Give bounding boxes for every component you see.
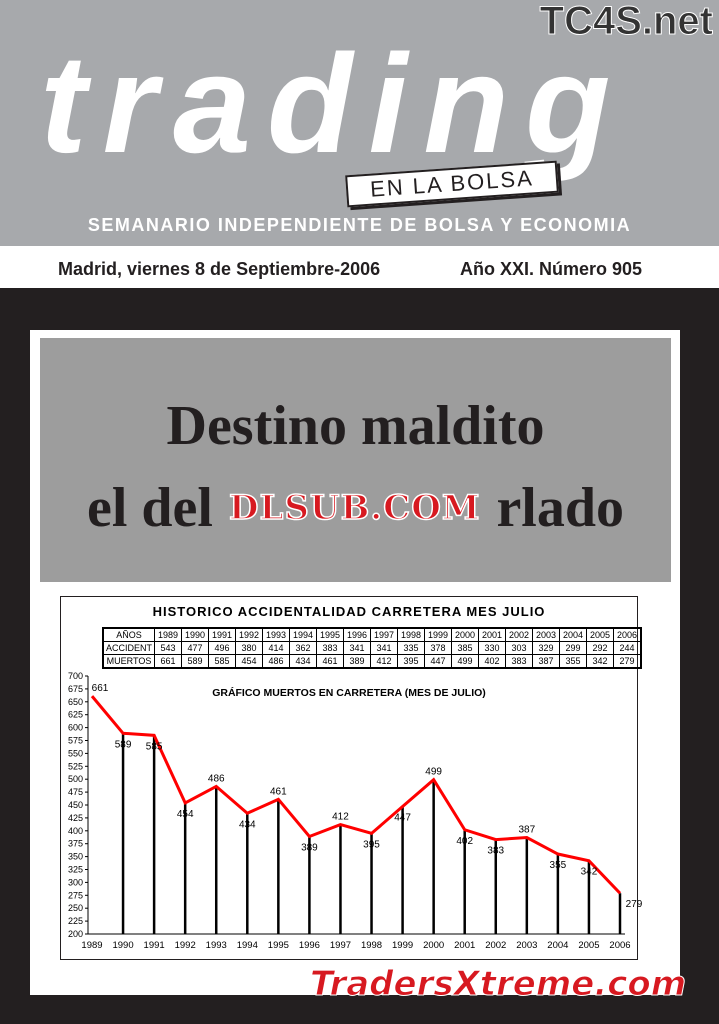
tagline: SEMANARIO INDEPENDIENTE DE BOLSA Y ECONO… bbox=[87, 215, 632, 235]
issue-strip bbox=[0, 246, 719, 288]
table-cell: 279 bbox=[613, 654, 642, 669]
data-label: 395 bbox=[363, 839, 380, 850]
table-cell: 380 bbox=[235, 641, 264, 655]
y-tick-label: 300 bbox=[68, 877, 83, 887]
x-tick-label: 1999 bbox=[392, 940, 413, 951]
y-tick-label: 675 bbox=[68, 684, 83, 694]
y-tick-label: 200 bbox=[68, 929, 83, 939]
x-tick-label: 1994 bbox=[237, 940, 258, 951]
data-label: 355 bbox=[550, 860, 567, 871]
issue-date: Madrid, viernes 8 de Septiembre-2006 bbox=[58, 259, 381, 279]
x-tick-label: 1995 bbox=[268, 940, 289, 951]
chart-frame bbox=[60, 596, 638, 960]
table-cell: 389 bbox=[343, 654, 372, 669]
watermark-top: TC4S.net bbox=[539, 0, 713, 43]
y-tick-label: 450 bbox=[68, 800, 83, 810]
headline-box bbox=[40, 338, 671, 582]
x-tick-label: 1993 bbox=[206, 940, 227, 951]
data-label: 412 bbox=[332, 812, 349, 823]
table-cell: 661 bbox=[154, 654, 183, 669]
y-tick-label: 250 bbox=[68, 903, 83, 913]
y-tick-label: 375 bbox=[68, 839, 83, 849]
y-tick-label: 650 bbox=[68, 697, 83, 707]
data-label: 447 bbox=[394, 813, 411, 824]
data-label: 342 bbox=[581, 867, 598, 878]
data-table: AÑOS 1989 1990 1991 1992 1993 1994 1995 1996 1997… bbox=[102, 627, 643, 669]
data-label: 499 bbox=[425, 767, 442, 778]
y-tick-label: 350 bbox=[68, 852, 83, 862]
data-label: 585 bbox=[146, 741, 163, 752]
chart-title: GRÁFICO MUERTOS EN CARRETERA (MES DE JUL… bbox=[212, 687, 486, 699]
y-tick-label: 225 bbox=[68, 916, 83, 926]
x-tick-label: 2003 bbox=[516, 940, 537, 951]
y-tick-label: 500 bbox=[68, 774, 83, 784]
y-tick-label: 325 bbox=[68, 865, 83, 875]
y-tick-label: 575 bbox=[68, 736, 83, 746]
x-tick-label: 1991 bbox=[144, 940, 165, 951]
x-tick-label: 1992 bbox=[175, 940, 196, 951]
table-cell: 244 bbox=[613, 641, 642, 655]
data-label: 486 bbox=[208, 773, 225, 784]
x-tick-label: 1990 bbox=[112, 940, 133, 951]
x-tick-label: 1989 bbox=[81, 940, 102, 951]
table-cell: 477 bbox=[181, 641, 210, 655]
y-tick-label: 600 bbox=[68, 723, 83, 733]
headline-line2: el del DLSUB.COM rlado bbox=[40, 476, 671, 540]
y-tick-label: 400 bbox=[68, 826, 83, 836]
table-title: HISTORICO ACCIDENTALIDAD CARRETERA MES J… bbox=[152, 604, 546, 619]
y-tick-label: 700 bbox=[68, 671, 83, 681]
x-tick-label: 1998 bbox=[361, 940, 382, 951]
y-tick-label: 550 bbox=[68, 748, 83, 758]
x-tick-label: 2001 bbox=[454, 940, 475, 951]
table-cell: 292 bbox=[586, 641, 615, 655]
data-label: 589 bbox=[115, 739, 132, 750]
y-tick-label: 525 bbox=[68, 761, 83, 771]
y-tick-label: 425 bbox=[68, 813, 83, 823]
footer-watermark: TradersXtreme.com bbox=[309, 964, 687, 1005]
data-label: 434 bbox=[239, 819, 256, 830]
table-cell: 335 bbox=[397, 641, 426, 655]
headline-line2-prefix: el del bbox=[86, 477, 213, 539]
x-tick-label: 1996 bbox=[299, 940, 320, 951]
x-tick-label: 1997 bbox=[330, 940, 351, 951]
data-label: 383 bbox=[487, 846, 504, 857]
overlay-watermark: DLSUB.COM bbox=[228, 487, 481, 529]
table-cell: 330 bbox=[478, 641, 507, 655]
magazine-logo: trading bbox=[40, 25, 627, 182]
series-line bbox=[90, 695, 622, 895]
x-tick-label: 2002 bbox=[485, 940, 506, 951]
table-cell: 378 bbox=[424, 641, 453, 655]
data-label: 454 bbox=[177, 809, 194, 820]
data-label: 661 bbox=[92, 683, 109, 694]
y-tick-label: 275 bbox=[68, 890, 83, 900]
table-cell: 342 bbox=[586, 654, 615, 669]
x-tick-label: 2004 bbox=[547, 940, 568, 951]
x-tick-label: 2000 bbox=[423, 940, 444, 951]
data-label: 389 bbox=[301, 842, 318, 853]
y-tick-label: 625 bbox=[68, 710, 83, 720]
table-cell: 303 bbox=[505, 641, 534, 655]
data-label: 461 bbox=[270, 786, 287, 797]
table-cell: 412 bbox=[370, 654, 399, 669]
x-tick-label: 2006 bbox=[609, 940, 630, 951]
data-label: 402 bbox=[456, 836, 473, 847]
data-label: 279 bbox=[626, 899, 643, 910]
headline-line2-suffix: rlado bbox=[496, 477, 625, 539]
data-label: 387 bbox=[518, 825, 535, 836]
x-tick-label: 2005 bbox=[578, 940, 599, 951]
headline-line1: Destino maldito bbox=[166, 395, 545, 457]
table-cell: 387 bbox=[532, 654, 561, 669]
y-tick-label: 475 bbox=[68, 787, 83, 797]
issue-number: Año XXI. Número 905 bbox=[460, 259, 643, 279]
